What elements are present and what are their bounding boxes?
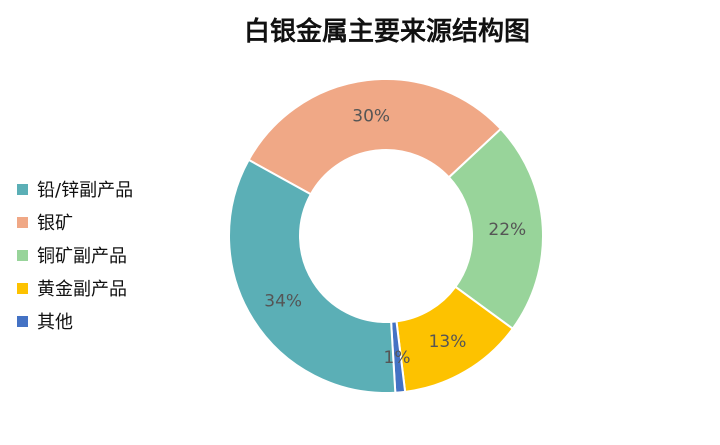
legend-label-0: 铅/锌副产品 <box>37 180 133 201</box>
data-label-2: 22% <box>488 220 526 240</box>
slice-0 <box>228 158 397 394</box>
legend-label-1: 银矿 <box>37 213 73 234</box>
legend-swatch-2 <box>17 250 28 261</box>
legend-label-2: 铜矿副产品 <box>37 246 127 267</box>
slice-1 <box>247 78 503 196</box>
data-label-1: 30% <box>352 106 390 126</box>
legend-label-4: 其他 <box>37 312 73 333</box>
data-label-0: 34% <box>264 292 302 312</box>
legend-swatch-0 <box>17 184 28 195</box>
slice-2 <box>447 127 544 331</box>
data-labels: 30% 22% 13% 1% 34% <box>264 106 526 368</box>
legend-swatch-1 <box>17 217 28 228</box>
legend-label-3: 黄金副产品 <box>37 279 127 300</box>
chart-title: 白银金属主要来源结构图 <box>244 16 530 47</box>
legend-swatch-3 <box>17 283 28 294</box>
donut-slices <box>228 78 544 394</box>
data-label-4: 1% <box>384 348 411 368</box>
legend-swatch-4 <box>17 316 28 327</box>
data-label-3: 13% <box>429 332 467 352</box>
